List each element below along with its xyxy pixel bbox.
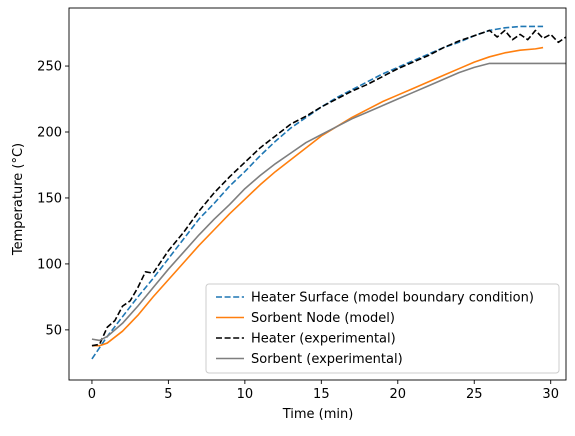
legend: Heater Surface (model boundary condition…: [205, 283, 560, 374]
series-line-3: [91, 29, 566, 347]
y-tick-label: 200: [37, 126, 62, 141]
legend-label-4: Sorbent (experimental): [251, 352, 403, 367]
series-line-2: [91, 46, 544, 347]
x-tick-label: 5: [164, 387, 172, 402]
y-tick-label: 100: [37, 257, 62, 272]
y-tick-label: 50: [45, 323, 62, 338]
axes-border: [68, 7, 567, 381]
legend-label-3: Heater (experimental): [251, 332, 396, 347]
x-axis-ticks: 0 5 10 15 20 25 30: [88, 380, 559, 402]
y-tick-label: 250: [37, 60, 62, 75]
x-tick-label: 0: [88, 387, 96, 402]
x-tick-label: 15: [313, 387, 330, 402]
y-tick-label: 150: [37, 191, 62, 206]
x-tick-label: 20: [390, 387, 407, 402]
series-line-4: [91, 62, 566, 342]
x-axis-label: Time (min): [282, 407, 354, 422]
legend-label-2: Sorbent Node (model): [251, 311, 395, 326]
x-tick-label: 30: [542, 387, 559, 402]
plot-area: [91, 25, 566, 360]
x-tick-label: 25: [466, 387, 483, 402]
x-tick-label: 10: [237, 387, 254, 402]
legend-box: [205, 283, 560, 374]
axes-frame: [68, 7, 567, 381]
legend-label-1: Heater Surface (model boundary condition…: [251, 291, 534, 306]
y-axis-ticks: 50 100 150 200 250: [37, 60, 69, 338]
y-axis-label: Temperature (°C): [11, 143, 26, 256]
